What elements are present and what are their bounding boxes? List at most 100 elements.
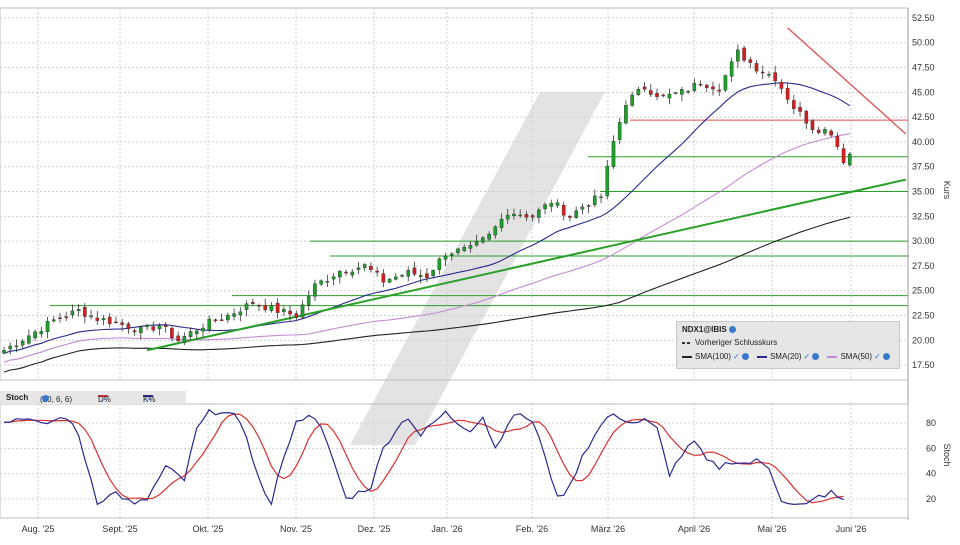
candle-body xyxy=(729,61,734,77)
price-tick-label: 42.50 xyxy=(912,112,935,122)
candle-body xyxy=(294,313,299,318)
checkmark-icon[interactable]: ✓ xyxy=(145,395,152,404)
candle-body xyxy=(64,316,68,318)
candle-body xyxy=(487,233,491,240)
stoch-axis-ticks: 80 60 40 20 xyxy=(926,418,936,504)
legend-k: K% xyxy=(143,395,156,404)
candle-body xyxy=(250,301,255,305)
candle-body xyxy=(387,279,392,283)
candle-body xyxy=(785,88,790,100)
candle-body xyxy=(711,86,715,90)
candle-body xyxy=(194,330,199,335)
candle-body xyxy=(400,275,404,277)
candle-body xyxy=(83,307,87,317)
settings-icon[interactable] xyxy=(728,326,736,334)
settings-icon[interactable] xyxy=(741,353,749,361)
candle-body xyxy=(406,269,411,277)
candle-body xyxy=(549,203,554,207)
candle-body xyxy=(306,296,311,306)
candle-body xyxy=(648,90,653,95)
settings-icon[interactable] xyxy=(42,395,49,402)
time-tick-label: Okt. '25 xyxy=(193,524,224,534)
candle-body xyxy=(568,215,572,218)
legend-d: D% xyxy=(98,395,111,404)
candle-body xyxy=(151,326,156,331)
candle-body xyxy=(232,313,236,317)
checkmark-icon[interactable]: ✓ xyxy=(100,395,107,404)
candle-body xyxy=(282,308,286,312)
k-swatch-icon xyxy=(143,395,153,397)
candle-body xyxy=(848,153,852,166)
candle-body xyxy=(313,283,317,297)
candle-body xyxy=(736,49,740,62)
price-axis-label: Kurs xyxy=(942,181,952,200)
price-tick-label: 27.50 xyxy=(912,261,935,271)
stoch-tick-label: 60 xyxy=(926,443,936,453)
price-tick-label: 45.00 xyxy=(912,87,935,97)
candle-body xyxy=(593,195,597,206)
candle-body xyxy=(176,335,180,342)
stoch-lines xyxy=(3,408,844,506)
candle-body xyxy=(779,82,784,89)
stoch-tick-label: 80 xyxy=(926,418,936,428)
candle-body xyxy=(132,330,137,333)
candle-body xyxy=(804,110,809,124)
candle-body xyxy=(182,336,187,343)
stoch-tick-label: 40 xyxy=(926,469,936,479)
candle-body xyxy=(499,218,504,228)
candle-body xyxy=(76,309,81,312)
candle-body xyxy=(605,166,610,197)
trendlines xyxy=(146,27,907,352)
candle-body xyxy=(325,281,330,283)
candle-body xyxy=(126,323,131,330)
candle-body xyxy=(101,318,106,321)
price-tick-label: 17.50 xyxy=(912,360,935,370)
candle-body xyxy=(288,310,292,315)
time-tick-label: April '26 xyxy=(678,524,710,534)
sma100-swatch-icon xyxy=(682,355,692,358)
checkmark-icon[interactable]: ✓ xyxy=(803,352,811,361)
time-axis-ticks: Aug. '25 Sept. '25 Okt. '25 Nov. '25 Dez. '2… xyxy=(22,524,867,534)
time-tick-label: Aug. '25 xyxy=(22,524,55,534)
candle-body xyxy=(561,205,566,216)
candle-body xyxy=(238,311,243,316)
settings-icon[interactable] xyxy=(882,353,890,361)
candle-body xyxy=(636,88,641,96)
candle-body xyxy=(89,315,93,318)
stoch-grid xyxy=(0,403,909,519)
time-tick-label: März '26 xyxy=(591,524,625,534)
candle-body xyxy=(704,84,709,88)
sma20-swatch-icon xyxy=(756,355,767,358)
checkmark-icon[interactable]: ✓ xyxy=(733,352,740,361)
candle-body xyxy=(145,324,149,328)
candle-body xyxy=(33,331,37,339)
candle-body xyxy=(642,86,647,90)
candle-body xyxy=(51,319,56,322)
checkmark-icon[interactable]: ✓ xyxy=(874,352,881,361)
candle-body xyxy=(816,129,821,133)
candle-body xyxy=(574,210,578,218)
price-tick-label: 22.50 xyxy=(912,311,935,321)
candle-body xyxy=(114,321,118,324)
candle-body xyxy=(698,84,703,86)
price-tick-label: 20.00 xyxy=(912,335,935,345)
candle-body xyxy=(481,237,485,243)
candle-body xyxy=(723,75,728,91)
price-tick-label: 25.00 xyxy=(912,286,935,296)
settings-icon[interactable] xyxy=(812,353,820,361)
stoch-parameters: (10, 6, 6) xyxy=(40,395,73,404)
price-tick-label: 32.50 xyxy=(912,211,935,221)
candle-body xyxy=(170,328,174,339)
sma100-line xyxy=(3,216,850,373)
candle-body xyxy=(369,265,373,270)
candle-body xyxy=(412,267,417,275)
candle-body xyxy=(244,303,249,310)
candle-body xyxy=(717,89,722,92)
candle-body xyxy=(20,340,25,346)
candle-body xyxy=(798,106,802,112)
candle-body xyxy=(667,93,672,99)
candle-body xyxy=(611,141,616,168)
candle-body xyxy=(760,71,765,74)
